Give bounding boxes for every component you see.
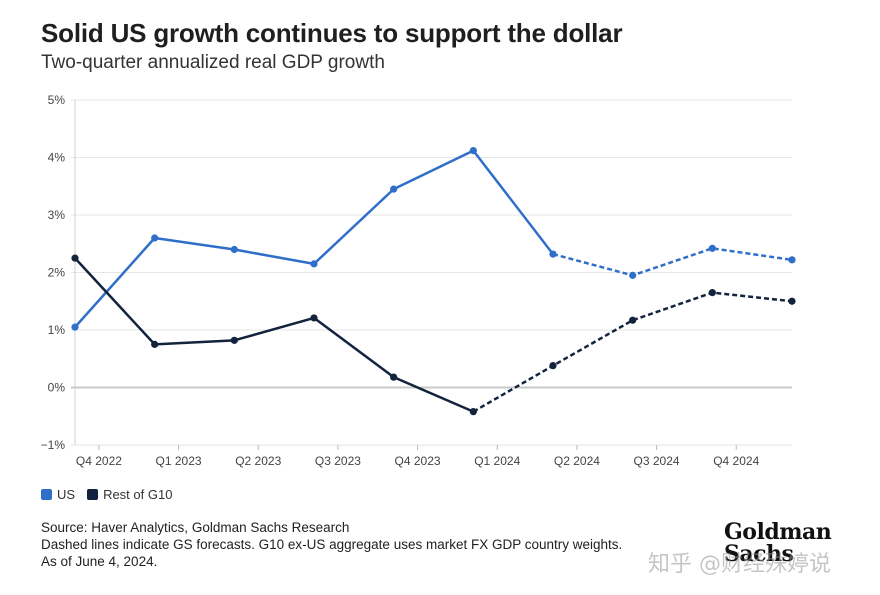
y-tick-label: 2% <box>48 266 66 280</box>
x-tick-label: Q4 2023 <box>395 454 441 468</box>
data-point-rest-of-g10 <box>788 297 796 305</box>
x-tick-label: Q4 2024 <box>713 454 759 468</box>
data-point-us <box>788 256 796 264</box>
x-tick-label: Q3 2024 <box>634 454 680 468</box>
series-line-us <box>74 149 554 328</box>
data-point-rest-of-g10 <box>151 340 159 348</box>
y-tick-label: −1% <box>41 438 66 452</box>
data-point-us <box>390 185 398 193</box>
data-point-us <box>310 260 318 268</box>
data-point-us <box>469 147 477 155</box>
x-axis: Q4 2022 Q1 2023 Q2 2023 Q3 2023 Q4 2023 Q1 20… <box>76 445 760 468</box>
data-point-us <box>230 245 238 254</box>
x-tick-label: Q1 2023 <box>156 454 202 468</box>
forecast-note: Dashed lines indicate GS forecasts. G10 … <box>41 537 623 552</box>
date-note: As of June 4, 2024. <box>41 554 158 569</box>
data-point-rest-of-g10 <box>230 336 238 344</box>
y-tick-label: 5% <box>48 93 66 107</box>
legend-label-rest-of-g10: Rest of G10 <box>103 487 173 502</box>
data-point-us <box>151 234 159 242</box>
data-point-rest-of-g10 <box>71 254 79 262</box>
data-point-rest-of-g10 <box>390 373 398 381</box>
data-point-rest-of-g10 <box>629 316 637 324</box>
data-point-rest-of-g10 <box>708 289 716 297</box>
data-point-rest-of-g10 <box>469 408 477 416</box>
y-tick-label: 3% <box>48 208 66 222</box>
logo-line-2: Sachs <box>724 541 794 567</box>
data-point-us <box>71 323 79 331</box>
chart-title: Solid US growth continues to support the… <box>41 18 623 48</box>
goldman-sachs-logo: Goldman Sachs <box>724 519 832 567</box>
legend: US Rest of G10 <box>41 487 184 502</box>
source-notes: Source: Haver Analytics, Goldman Sachs R… <box>41 519 622 570</box>
y-axis: −1% 0% 1% 2% 3% 4% 5% <box>41 93 76 452</box>
legend-label-us: US <box>57 487 76 502</box>
data-point-rest-of-g10 <box>310 314 318 322</box>
logo-line-1: Goldman <box>724 519 832 545</box>
legend-swatch-rest-of-g10 <box>87 489 99 500</box>
series-line-rest-of-g10 <box>74 257 474 413</box>
x-tick-label: Q2 2024 <box>554 454 600 468</box>
legend-item-us: US <box>41 487 75 502</box>
y-tick-label: 0% <box>48 381 66 395</box>
data-point-rest-of-g10 <box>549 362 557 370</box>
legend-swatch-us <box>41 489 52 500</box>
x-tick-label: Q4 2022 <box>76 454 122 468</box>
data-point-us <box>708 244 716 252</box>
x-tick-label: Q1 2024 <box>474 454 520 468</box>
series-forecast-line-us <box>552 247 793 277</box>
gridlines <box>71 99 792 446</box>
legend-item-rest-of-g10: Rest of G10 <box>87 487 172 502</box>
y-tick-label: 4% <box>48 151 66 165</box>
series-group <box>71 147 796 416</box>
x-tick-label: Q3 2023 <box>315 454 361 468</box>
chart-subtitle: Two-quarter annualized real GDP growth <box>41 52 385 73</box>
series-forecast-line-rest-of-g10 <box>472 291 793 413</box>
data-point-us <box>549 250 557 258</box>
y-tick-label: 1% <box>48 323 66 337</box>
watermark: 知乎 @财经殊婷说 <box>648 552 831 577</box>
data-point-us <box>629 271 637 279</box>
source-line: Source: Haver Analytics, Goldman Sachs R… <box>41 520 350 535</box>
x-tick-label: Q2 2023 <box>235 454 281 468</box>
